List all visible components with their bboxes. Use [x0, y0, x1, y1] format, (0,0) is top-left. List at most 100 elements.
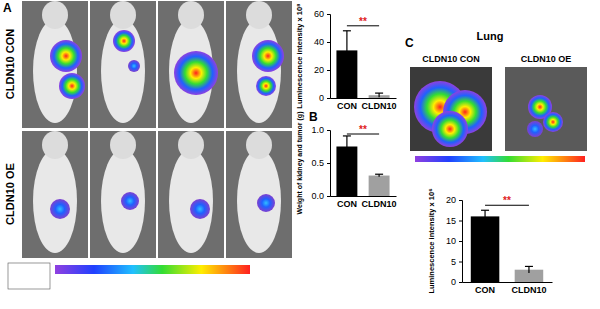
axis-line	[331, 196, 397, 197]
luminescence-spot	[527, 121, 543, 137]
mouse-image	[226, 1, 292, 128]
error-bar	[343, 136, 351, 157]
mouse-body	[169, 149, 213, 253]
bar	[471, 216, 500, 282]
luminescence-spot	[59, 73, 85, 99]
axis-line	[327, 131, 331, 197]
image-background	[226, 1, 292, 128]
image-background	[158, 131, 224, 258]
color-scale	[55, 265, 250, 274]
tick: CLDN10	[362, 98, 397, 111]
plot-area	[471, 210, 543, 282]
panel-label: A	[3, 1, 12, 15]
error-bar	[525, 266, 533, 273]
error-cap	[375, 92, 383, 93]
y-axis: 0204060	[314, 9, 331, 103]
tick: 20	[446, 195, 462, 205]
tick-mark	[327, 70, 330, 71]
tick-mark	[327, 130, 330, 131]
error-line	[378, 93, 379, 97]
tick-label: 40	[314, 37, 324, 47]
mouse-body	[237, 149, 281, 253]
row-label: CLDN10 CON	[4, 29, 16, 99]
column-label: CLDN10 CON	[422, 54, 480, 64]
tick: CLDN10	[362, 196, 397, 209]
mouse-head	[178, 1, 204, 29]
image-background	[90, 131, 156, 258]
mouse-body	[101, 149, 145, 253]
tick-label: CLDN10	[362, 199, 397, 209]
mouse-body	[33, 149, 77, 253]
column-label: CLDN10 OE	[521, 54, 572, 64]
mouse-image	[90, 131, 156, 258]
mouse-head	[178, 131, 204, 159]
axis-line	[463, 282, 553, 283]
tick-mark	[327, 14, 330, 15]
significance-label: **	[503, 195, 511, 206]
tick: CON	[337, 98, 357, 111]
significance-label: **	[359, 16, 367, 27]
tick-label: 20	[314, 65, 324, 75]
tick: 40	[314, 37, 330, 47]
lung-image	[505, 67, 587, 151]
x-axis: CON CLDN10	[463, 282, 553, 295]
axis-title: Luminescence intensity x 10⁸	[295, 3, 304, 109]
tick-label: 0	[451, 277, 456, 287]
tick-mark	[327, 42, 330, 43]
luminescence-spot	[113, 30, 135, 52]
row-label: CLDN10 OE	[4, 163, 16, 225]
mouse-image	[22, 1, 88, 128]
plot-area	[336, 136, 389, 196]
mouse-head	[110, 131, 136, 159]
x-axis: CON CLDN10	[331, 98, 397, 111]
tick-label: CON	[337, 199, 357, 209]
mouse-head	[246, 1, 272, 29]
luminescence-spot	[50, 40, 82, 72]
tick: CON	[475, 282, 495, 295]
image-background	[22, 131, 88, 258]
tick-label: CLDN10	[362, 101, 397, 111]
mouse-body	[101, 19, 145, 123]
lung-image	[410, 67, 492, 151]
tick-label: CON	[475, 285, 495, 295]
mouse-head	[110, 1, 136, 29]
tick-label: 5	[451, 257, 456, 267]
error-cap	[481, 210, 489, 211]
tick-mark	[327, 196, 330, 197]
error-cap	[343, 30, 351, 31]
mouse-head	[42, 1, 68, 29]
mouse-image	[90, 1, 156, 128]
tick: 0.5	[311, 158, 330, 168]
luminescence-spot	[256, 76, 276, 96]
tick: CLDN10	[511, 282, 546, 295]
luminescence-spot	[50, 199, 70, 219]
tick: 60	[314, 9, 330, 19]
error-line	[346, 136, 347, 157]
significance-label: **	[359, 124, 367, 135]
error-line	[346, 31, 347, 70]
image-background	[90, 1, 156, 128]
error-cap	[343, 135, 351, 136]
axis-line	[327, 15, 331, 99]
luminescence-spot	[252, 40, 284, 72]
luminescence-spot	[257, 194, 275, 212]
panel-title: Lung	[477, 30, 504, 42]
color-scale-box	[8, 263, 50, 289]
tick-mark	[327, 163, 330, 164]
x-axis: CON CLDN10	[331, 196, 397, 209]
tick: CON	[337, 196, 357, 209]
mouse-image	[22, 131, 88, 258]
mouse-image	[158, 131, 224, 258]
error-line	[484, 210, 485, 222]
tick: 10	[446, 236, 462, 246]
luminescence-spot	[432, 111, 468, 147]
tick-label: 0.5	[311, 158, 324, 168]
mouse-images	[22, 1, 292, 258]
tick-mark	[459, 221, 462, 222]
error-line	[528, 266, 529, 273]
mouse-head	[42, 131, 68, 159]
panel-label: C	[405, 36, 414, 50]
mouse-image	[226, 131, 292, 258]
axis-line	[331, 98, 397, 99]
bar-chart: 0204060CONCLDN10Luminescence intensity x…	[295, 3, 397, 111]
